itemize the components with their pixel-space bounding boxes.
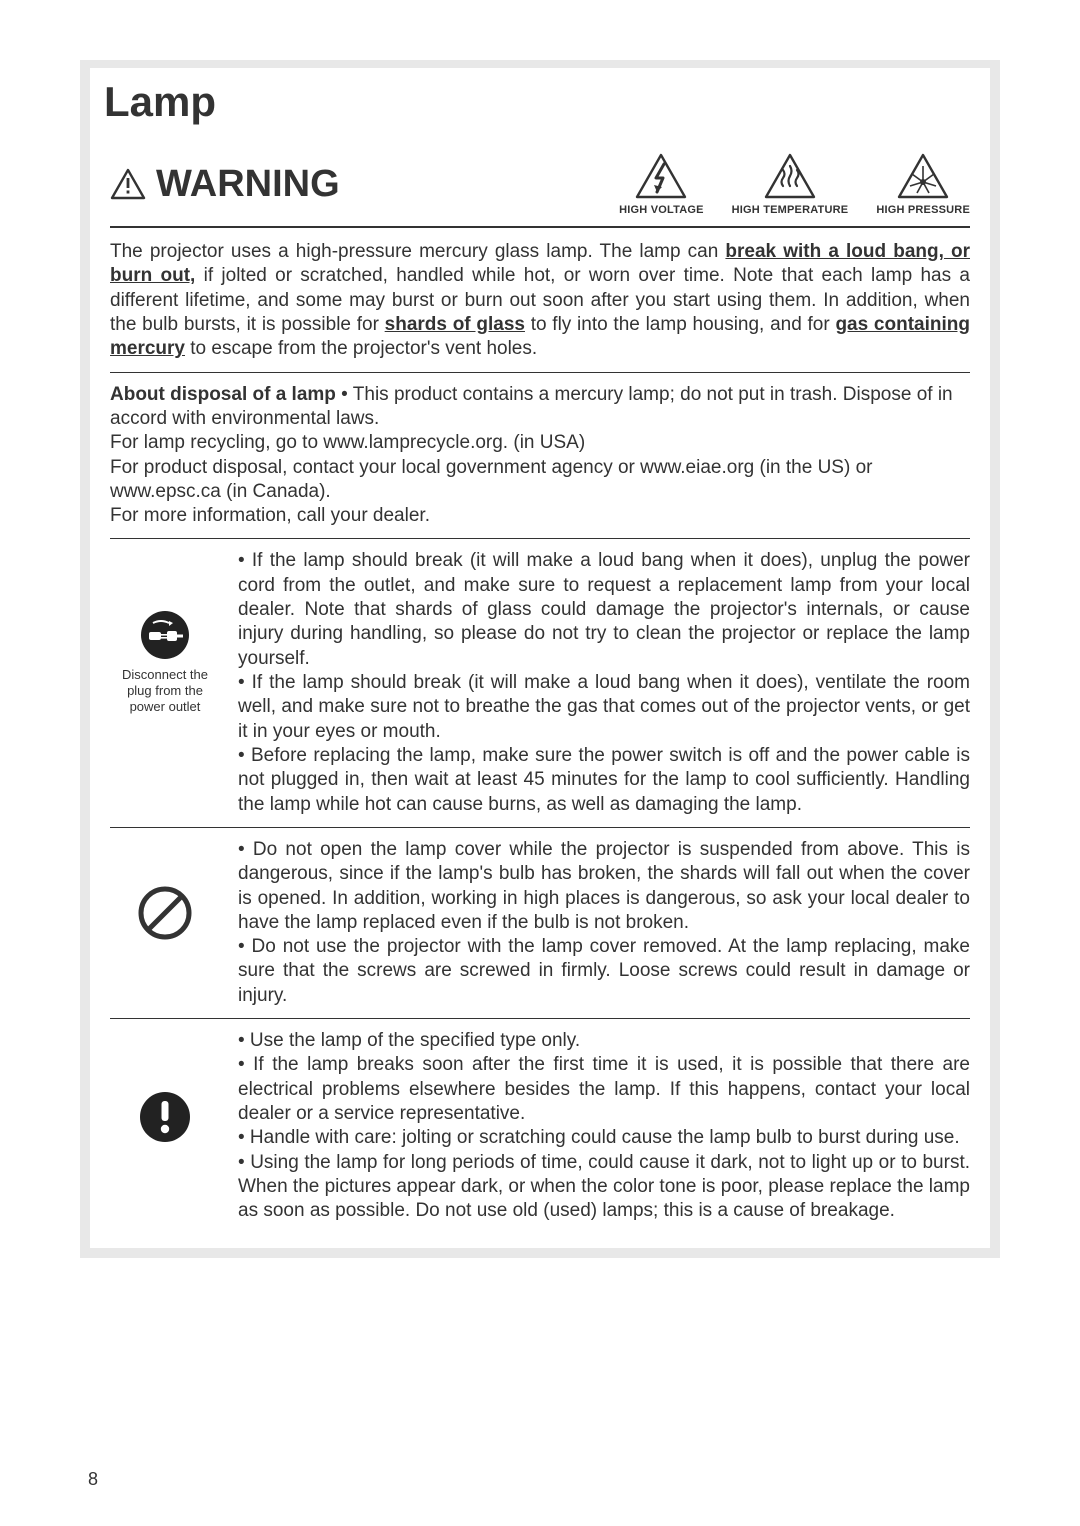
paragraph: • Use the lamp of the specified type onl…	[238, 1029, 970, 1224]
text: For product disposal, contact your local…	[110, 457, 872, 502]
high-temperature-icon	[763, 152, 817, 200]
section-text: • Use the lamp of the specified type onl…	[238, 1029, 970, 1224]
warning-row: WARNING HIGH VOLTAGE	[110, 152, 970, 216]
divider	[110, 538, 970, 539]
divider	[110, 827, 970, 828]
divider	[110, 226, 970, 228]
high-voltage-icon	[634, 152, 688, 200]
paragraph: • If the lamp should break (it will make…	[238, 549, 970, 816]
section-icon-col	[110, 1029, 220, 1145]
divider	[110, 1018, 970, 1019]
page-number: 8	[88, 1469, 98, 1490]
icon-caption: Disconnect the plug from the power outle…	[110, 667, 220, 714]
section-text: • Do not open the lamp cover while the p…	[238, 838, 970, 1008]
page-title: Lamp	[104, 78, 976, 126]
prohibit-icon	[135, 883, 195, 943]
body-panel: WARNING HIGH VOLTAGE	[80, 134, 1000, 1258]
text-underline: shards of glass	[385, 314, 525, 335]
body-inner: WARNING HIGH VOLTAGE	[90, 134, 990, 1248]
hazard-high-voltage: HIGH VOLTAGE	[619, 152, 704, 216]
unplug-icon	[139, 609, 191, 661]
disposal-paragraph: About disposal of a lamp • This product …	[110, 383, 970, 529]
divider	[110, 372, 970, 373]
section-prohibit: • Do not open the lamp cover while the p…	[110, 838, 970, 1008]
text: to fly into the lamp housing, and for	[525, 314, 835, 335]
section-caution: • Use the lamp of the specified type onl…	[110, 1029, 970, 1224]
hazard-label: HIGH TEMPERATURE	[732, 204, 849, 216]
section-icon-col	[110, 838, 220, 943]
caution-icon	[137, 1089, 193, 1145]
disposal-lead: About disposal of a lamp	[110, 384, 336, 405]
text: The projector uses a high-pressure mercu…	[110, 241, 725, 262]
text: to escape from the projector's vent hole…	[185, 338, 537, 359]
warning-left: WARNING	[110, 163, 340, 206]
warning-triangle-icon	[110, 168, 146, 200]
warning-label: WARNING	[156, 163, 340, 206]
hazard-icons: HIGH VOLTAGE HIGH TEMPERATURE	[619, 152, 970, 216]
text: For more information, call your dealer.	[110, 505, 430, 526]
section-text: • If the lamp should break (it will make…	[238, 549, 970, 816]
section-icon-col: Disconnect the plug from the power outle…	[110, 549, 220, 714]
hazard-label: HIGH VOLTAGE	[619, 204, 704, 216]
hazard-high-temperature: HIGH TEMPERATURE	[732, 152, 849, 216]
title-panel: Lamp	[80, 60, 1000, 134]
hazard-high-pressure: HIGH PRESSURE	[876, 152, 970, 216]
hazard-label: HIGH PRESSURE	[876, 204, 970, 216]
intro-paragraph: The projector uses a high-pressure mercu…	[110, 240, 970, 362]
title-box: Lamp	[90, 68, 990, 134]
high-pressure-icon	[896, 152, 950, 200]
page: Lamp WARNING	[0, 0, 1080, 1526]
paragraph: • Do not open the lamp cover while the p…	[238, 838, 970, 1008]
section-disconnect: Disconnect the plug from the power outle…	[110, 549, 970, 816]
text: For lamp recycling, go to www.lamprecycl…	[110, 432, 585, 453]
